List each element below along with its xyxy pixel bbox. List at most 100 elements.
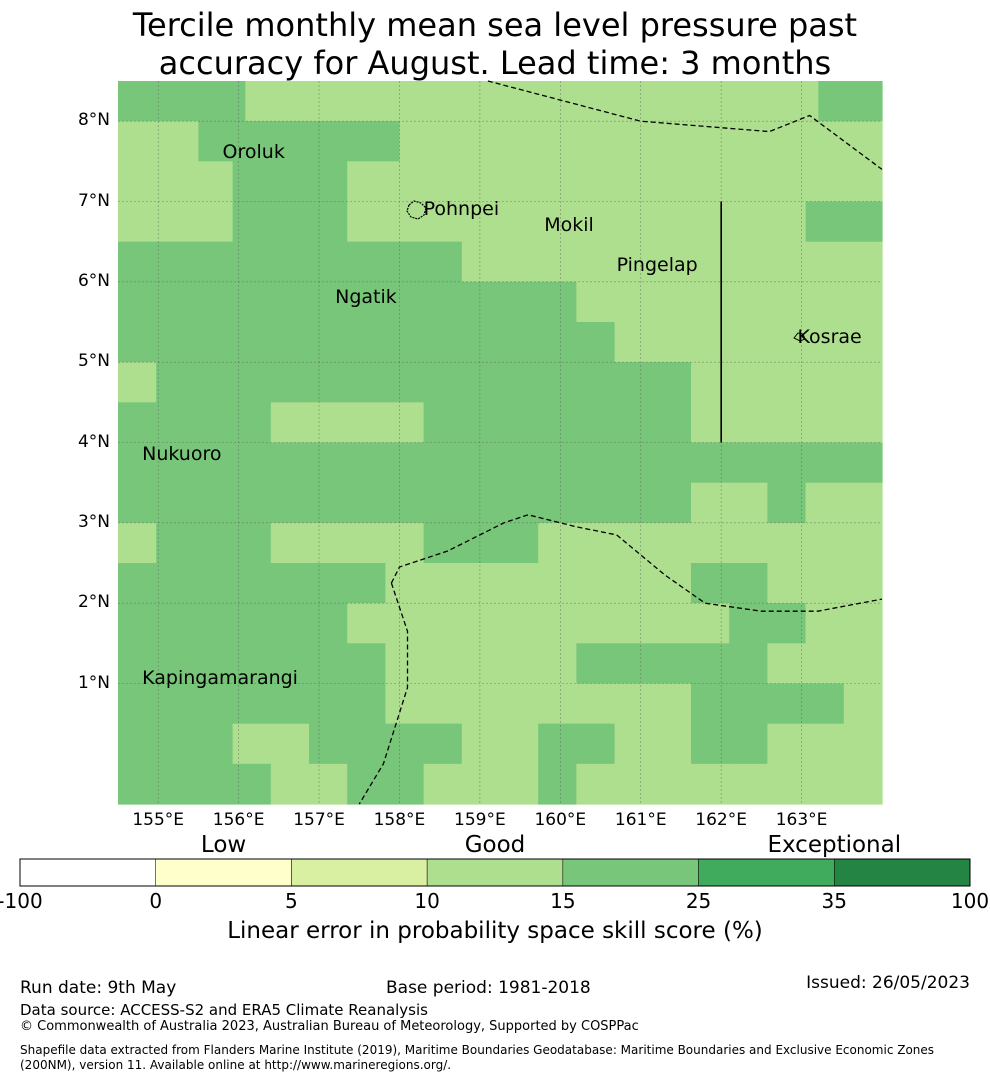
- skill-cell: [232, 723, 272, 765]
- skill-cell: [270, 643, 310, 685]
- skill-cell: [461, 402, 501, 444]
- skill-cell: [843, 402, 883, 444]
- skill-cell: [538, 683, 577, 725]
- skill-cell: [576, 362, 616, 403]
- map-title: Tercile monthly mean sea level pressure …: [0, 6, 990, 82]
- skill-cell: [156, 241, 195, 283]
- skill-cell: [805, 241, 845, 283]
- skill-cell: [461, 643, 501, 685]
- colorbar-tick-label: 0: [149, 889, 163, 913]
- latitude-tick-label: 1°N: [77, 672, 110, 693]
- place-label: Oroluk: [222, 141, 285, 164]
- skill-cell: [538, 482, 577, 524]
- skill-cell: [843, 201, 883, 243]
- skill-cell: [652, 603, 692, 644]
- skill-cell: [385, 643, 425, 685]
- place-label: Nukuoro: [142, 442, 222, 465]
- skill-cell: [729, 281, 768, 323]
- skill-cell: [729, 362, 768, 403]
- skill-cell: [232, 161, 272, 203]
- latitude-tick-label: 8°N: [77, 110, 110, 131]
- skill-cell: [843, 683, 883, 725]
- colorbar-label: Linear error in probability space skill …: [227, 918, 763, 944]
- map-title-line-2: accuracy for August. Lead time: 3 months: [158, 44, 832, 82]
- skill-cell: [843, 241, 883, 283]
- skill-cell: [461, 603, 501, 644]
- longitude-tick-label: 155°E: [132, 810, 185, 830]
- skill-cell: [652, 161, 692, 203]
- skill-cell: [347, 362, 386, 403]
- colorbar-frame: [19, 858, 971, 887]
- skill-cell: [729, 322, 768, 363]
- skill-cell: [238, 121, 280, 162]
- skill-cell: [691, 362, 730, 403]
- skill-cell: [843, 603, 883, 644]
- skill-cell: [805, 482, 845, 524]
- skill-cell: [423, 442, 463, 484]
- skill-cell: [767, 241, 807, 283]
- skill-cell: [576, 563, 616, 604]
- skill-cell: [767, 362, 807, 403]
- skill-cell: [385, 322, 425, 363]
- base-period: Base period: 1981-2018: [386, 978, 591, 998]
- skill-cell: [843, 322, 883, 363]
- skill-cell: [385, 683, 425, 725]
- skill-cell: [423, 763, 463, 805]
- skill-cell: [614, 603, 654, 644]
- skill-cell: [181, 81, 246, 122]
- place-label: Pingelap: [616, 253, 698, 276]
- skill-cell: [118, 402, 157, 444]
- skill-cell: [729, 763, 768, 805]
- skill-cell: [614, 322, 654, 363]
- skill-cell: [118, 362, 157, 403]
- latitude-tick-label: 3°N: [77, 511, 110, 532]
- skill-cell: [652, 563, 692, 604]
- skill-cell: [423, 322, 463, 363]
- skill-cell: [158, 121, 200, 162]
- skill-cell: [232, 442, 272, 484]
- skill-cell: [500, 362, 539, 403]
- skill-cell: [423, 643, 463, 685]
- skill-cell: [309, 603, 348, 644]
- skill-cell: [576, 763, 616, 805]
- skill-cell: [680, 121, 722, 162]
- colorbar-segment: [834, 858, 971, 887]
- skill-cell: [309, 402, 348, 444]
- skill-cell: [118, 683, 157, 725]
- skill-cell: [691, 643, 730, 685]
- skill-cell: [805, 643, 845, 685]
- skill-cell: [347, 402, 386, 444]
- skill-cell: [461, 683, 501, 725]
- skill-cell: [385, 362, 425, 403]
- skill-cell: [347, 563, 386, 604]
- skill-cell: [347, 281, 386, 323]
- skill-cell: [118, 201, 157, 243]
- skill-cell: [461, 723, 501, 765]
- skill-cell: [347, 482, 386, 524]
- skill-cell: [538, 402, 577, 444]
- skill-cell: [270, 402, 310, 444]
- skill-cell: [652, 683, 692, 725]
- skill-cell: [461, 322, 501, 363]
- eez-boundary-line: [487, 80, 883, 170]
- skill-cell: [805, 763, 845, 805]
- issued-date: Issued: 26/05/2023: [806, 973, 970, 993]
- skill-cell: [194, 241, 234, 283]
- skill-cell: [500, 161, 539, 203]
- skill-cell: [767, 281, 807, 323]
- latitude-tick-label: 2°N: [77, 592, 110, 613]
- skill-cell: [843, 643, 883, 685]
- skill-cell: [347, 723, 386, 765]
- skill-cell: [729, 723, 768, 765]
- skill-cell: [767, 683, 807, 725]
- skill-cell: [691, 723, 730, 765]
- longitude-tick-label: 159°E: [454, 810, 506, 830]
- skill-cell: [576, 643, 616, 685]
- skill-cell: [270, 563, 310, 604]
- skill-cell: [614, 442, 654, 484]
- colorbar-tick-label: 100: [950, 889, 990, 913]
- skill-cell: [309, 563, 348, 604]
- skill-cell: [841, 121, 883, 162]
- skill-cell: [805, 683, 845, 725]
- skill-cell: [805, 522, 845, 564]
